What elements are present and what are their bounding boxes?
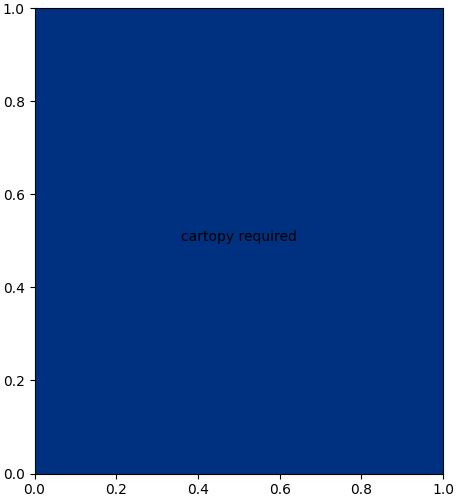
Text: cartopy required: cartopy required <box>181 230 297 244</box>
